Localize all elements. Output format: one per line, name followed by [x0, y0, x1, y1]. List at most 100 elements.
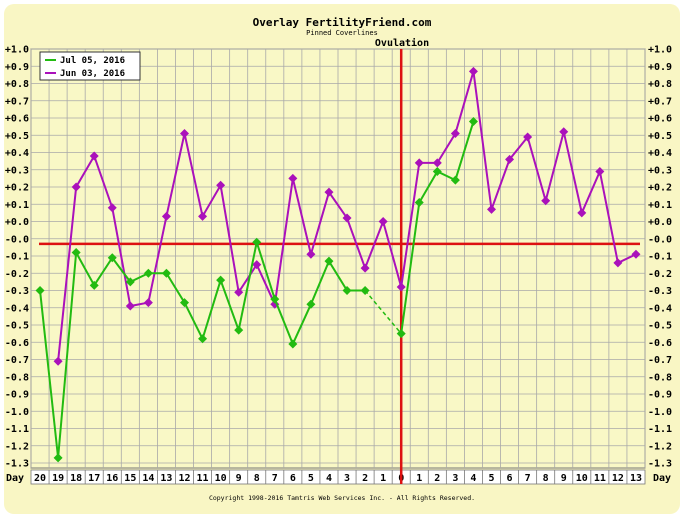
x-tick-label: 3 [344, 473, 350, 484]
y-tick-label-right: +0.7 [648, 96, 672, 107]
x-tick-label: 13 [160, 473, 172, 484]
x-tick-label: 2 [434, 473, 440, 484]
legend-box [39, 51, 141, 81]
data-point [577, 208, 587, 218]
x-tick-label: 6 [290, 473, 296, 484]
data-point [360, 263, 370, 273]
data-point [613, 258, 623, 268]
y-tick-label-right: -0.6 [648, 338, 672, 349]
x-tick-label: 17 [88, 473, 100, 484]
data-point [414, 198, 424, 208]
x-tick-label: 6 [507, 473, 513, 484]
y-tick-label-left: +0.7 [5, 96, 29, 107]
data-point [35, 286, 45, 295]
data-point [324, 187, 334, 197]
data-point [143, 298, 153, 308]
y-tick-label-right: +0.9 [648, 62, 672, 73]
y-tick-label-right: +0.2 [648, 183, 672, 194]
y-tick-label-left: -0.9 [5, 390, 29, 401]
y-tick-label-right: -0.5 [648, 321, 672, 332]
y-tick-label-left: -0.7 [5, 355, 29, 366]
y-tick-label-right: -1.1 [648, 424, 672, 435]
data-point [432, 166, 442, 176]
data-point [71, 182, 81, 192]
x-tick-label: 10 [215, 473, 227, 484]
y-tick-label-right: -0.3 [648, 286, 672, 297]
data-point [360, 286, 370, 295]
data-point [631, 249, 641, 259]
y-tick-label-left: -1.3 [5, 459, 29, 470]
series-plot [35, 66, 641, 463]
y-tick-label-left: -0.0 [5, 234, 29, 245]
data-point [378, 217, 388, 226]
data-point [107, 203, 117, 213]
x-tick-label: 12 [178, 473, 190, 484]
y-tick-label-right: -0.8 [648, 372, 672, 383]
y-tick-label-left: -0.2 [5, 269, 29, 280]
data-point [468, 66, 478, 76]
data-point [71, 248, 81, 258]
x-tick-label: 15 [124, 473, 136, 484]
y-tick-label-right: +0.1 [648, 200, 672, 211]
data-point [487, 204, 496, 214]
data-point [324, 256, 334, 266]
data-point [252, 260, 262, 270]
y-tick-label-left: +0.3 [5, 165, 29, 176]
data-point [450, 129, 460, 139]
chart-title: Overlay FertilityFriend.com [253, 16, 432, 29]
y-tick-label-left: +0.0 [5, 217, 29, 228]
data-point [450, 175, 460, 185]
series-dashed-gap [364, 290, 402, 335]
y-tick-label-right: -0.9 [648, 390, 672, 401]
y-tick-label-left: +0.6 [5, 114, 29, 125]
x-tick-label: 8 [543, 473, 549, 484]
data-point [468, 116, 478, 126]
ovulation-label: Ovulation [375, 37, 429, 49]
data-point [541, 196, 551, 206]
x-tick-label: 9 [236, 473, 242, 484]
x-tick-label: 7 [525, 473, 531, 484]
y-tick-label-right: -0.4 [648, 303, 672, 314]
y-tick-label-right: +0.8 [648, 79, 672, 90]
data-point [505, 154, 515, 164]
data-point [161, 268, 171, 278]
data-point [396, 282, 406, 292]
y-tick-label-left: +0.9 [5, 62, 29, 73]
legend-label-jun: Jun 03, 2016 [60, 69, 125, 79]
y-tick-label-right: -1.0 [648, 407, 672, 418]
data-point [143, 268, 153, 278]
data-point [342, 286, 352, 295]
data-point [107, 253, 117, 263]
data-point [306, 299, 316, 309]
x-tick-label: 5 [308, 473, 314, 484]
data-point [180, 129, 189, 139]
data-point [414, 158, 424, 168]
y-tick-label-left: -0.1 [5, 252, 29, 263]
y-tick-label-left: +1.0 [5, 45, 29, 56]
data-point [595, 166, 605, 176]
x-tick-label: 1 [380, 473, 386, 484]
x-tick-label: 14 [142, 473, 154, 484]
x-tick-label: 2 [362, 473, 368, 484]
data-point [432, 158, 442, 168]
y-tick-label-right: -0.0 [648, 234, 672, 245]
y-tick-label-left: -1.1 [5, 424, 29, 435]
data-point [252, 237, 262, 247]
data-point [89, 280, 99, 290]
y-tick-label-left: -0.5 [5, 321, 29, 332]
x-tick-label: 9 [561, 473, 567, 484]
x-tick-label: 10 [576, 473, 588, 484]
x-tick-label: 12 [612, 473, 624, 484]
y-axis-ticks: +1.0 +1.0 +0.9 +0.9 +0.8 +0.8 +0.7 +0.7 +0.6 +0.6… [5, 45, 672, 470]
x-tick-label: 4 [470, 473, 476, 484]
y-tick-label-left: -0.3 [5, 286, 29, 297]
y-tick-label-right: -0.1 [648, 252, 672, 263]
x-tick-label: 16 [106, 473, 118, 484]
data-point [523, 132, 533, 142]
data-point [288, 173, 298, 183]
data-point [234, 287, 244, 297]
copyright-text: Copyright 1998-2016 Tamtris Web Services… [209, 494, 475, 502]
day-label-right: Day [653, 473, 671, 484]
